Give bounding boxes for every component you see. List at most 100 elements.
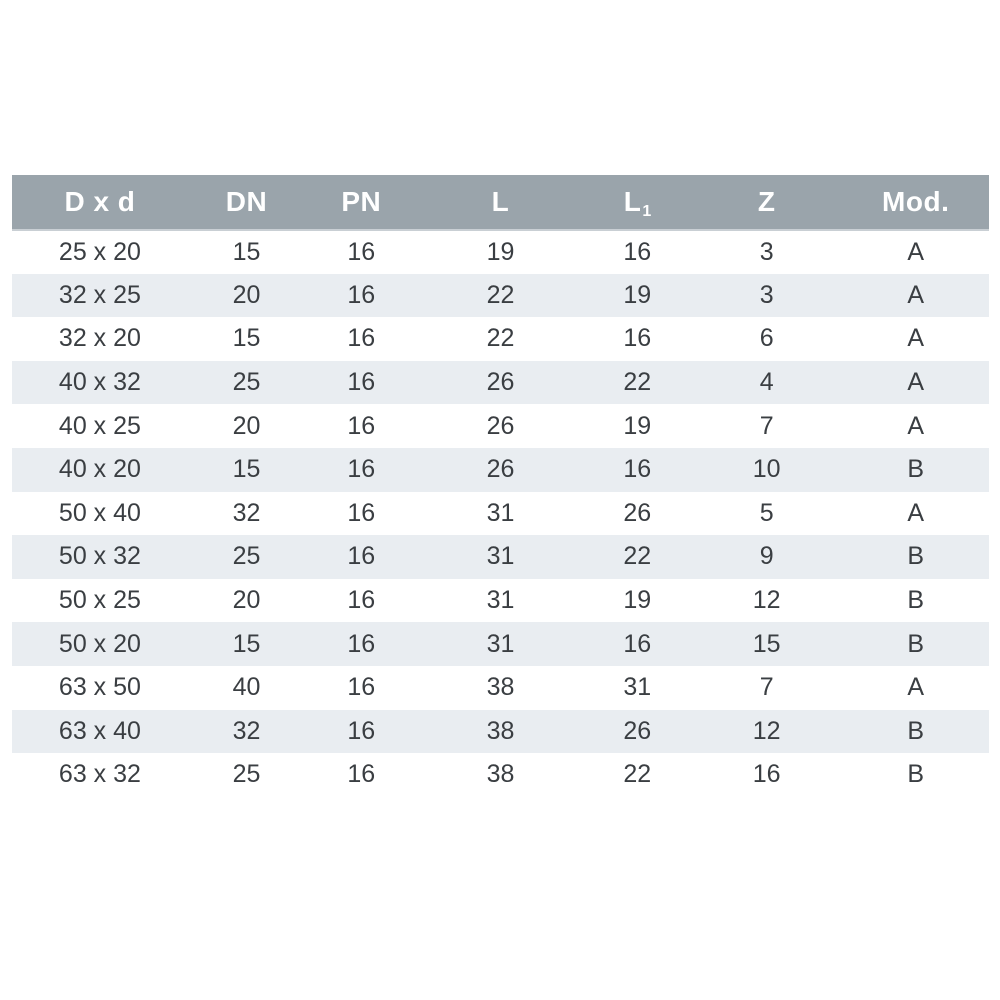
table-cell: A [842,317,989,361]
column-header-label: Z [757,186,776,217]
table-cell: B [842,709,989,754]
table-cell: 22 [417,317,584,361]
table-cell: B [842,578,989,623]
column-header-label: L [491,186,510,217]
table-cell: 20 [187,273,306,318]
table-cell: B [842,622,989,666]
table-row: 50 x 32 25 16 31 22 9 B [12,535,989,579]
column-header-label: L [623,186,642,217]
table-cell: 31 [417,578,584,623]
table-cell: 25 [187,360,306,405]
table-row: 40 x 20 15 16 26 16 10 B [12,447,989,492]
table-cell: A [842,273,989,318]
table-cell: 20 [187,578,306,623]
dimension-spec-table: D x d DN PN L L1 Z Mod. 25 x 20 15 16 19 16 3 A 32 x … [12,175,989,797]
column-header-mod: Mod. [842,175,989,231]
table-cell: 50 x 40 [12,491,188,536]
table-cell: 63 x 50 [12,665,188,710]
table-cell: 32 [187,491,306,536]
table-cell: 12 [690,709,843,754]
spec-table-container: D x d DN PN L L1 Z Mod. 25 x 20 15 16 19 16 3 A 32 x … [12,175,989,797]
table-cell: 5 [690,491,843,536]
table-row: 63 x 50 40 16 38 31 7 A [12,665,989,710]
table-cell: 16 [305,622,418,666]
column-header-pn: PN [305,175,418,231]
column-header-d-x-d: D x d [12,175,188,231]
table-cell: 4 [690,360,843,405]
table-cell: 31 [417,622,584,666]
table-cell: 15 [187,317,306,361]
table-cell: 31 [417,535,584,579]
table-cell: B [842,447,989,492]
table-cell: 26 [417,360,584,405]
table-cell: 22 [583,360,691,405]
table-cell: 16 [583,317,691,361]
column-header-l: L [417,175,584,231]
table-cell: 50 x 25 [12,578,188,623]
table-cell: 50 x 32 [12,535,188,579]
table-cell: 26 [417,404,584,448]
table-cell: 16 [305,317,418,361]
table-cell: 16 [305,753,418,797]
table-cell: 22 [583,535,691,579]
table-cell: 16 [583,230,691,274]
table-row: 63 x 40 32 16 38 26 12 B [12,709,989,754]
table-cell: 16 [690,753,843,797]
table-cell: 16 [305,404,418,448]
table-cell: 40 x 32 [12,360,188,405]
table-row: 50 x 20 15 16 31 16 15 B [12,622,989,666]
table-cell: 16 [305,447,418,492]
column-header-label: PN [341,186,382,217]
table-cell: 16 [305,578,418,623]
table-cell: 22 [583,753,691,797]
table-cell: 16 [305,709,418,754]
table-body: 25 x 20 15 16 19 16 3 A 32 x 25 20 16 22 19 3 A 32 x 2… [12,230,989,797]
table-cell: 63 x 32 [12,753,188,797]
table-cell: 19 [417,230,584,274]
table-row: 32 x 20 15 16 22 16 6 A [12,317,989,361]
table-cell: 16 [583,447,691,492]
table-cell: 16 [305,491,418,536]
table-row: 40 x 32 25 16 26 22 4 A [12,360,989,405]
table-cell: 16 [305,535,418,579]
table-cell: 38 [417,753,584,797]
column-header-label: Mod. [882,186,950,217]
table-cell: 19 [583,404,691,448]
table-cell: A [842,665,989,710]
table-cell: 32 [187,709,306,754]
table-cell: A [842,230,989,274]
table-cell: 26 [583,491,691,536]
table-row: 50 x 25 20 16 31 19 12 B [12,578,989,623]
table-cell: 40 x 20 [12,447,188,492]
table-cell: 15 [187,447,306,492]
table-cell: 9 [690,535,843,579]
column-header-subscript: 1 [642,203,652,220]
table-cell: 31 [583,665,691,710]
header-row: D x d DN PN L L1 Z Mod. [12,175,989,231]
table-cell: 26 [417,447,584,492]
column-header-label: D x d [64,186,136,217]
table-cell: 22 [417,273,584,318]
table-header-row: D x d DN PN L L1 Z Mod. [12,175,989,231]
table-cell: 16 [305,230,418,274]
table-cell: 50 x 20 [12,622,188,666]
table-cell: 6 [690,317,843,361]
column-header-label: DN [225,186,268,217]
table-row: 63 x 32 25 16 38 22 16 B [12,753,989,797]
table-cell: 10 [690,447,843,492]
table-row: 40 x 25 20 16 26 19 7 A [12,404,989,448]
table-cell: 26 [583,709,691,754]
table-cell: 12 [690,578,843,623]
table-cell: 16 [583,622,691,666]
table-cell: 7 [690,404,843,448]
table-cell: 63 x 40 [12,709,188,754]
table-cell: 25 [187,753,306,797]
column-header-l1: L1 [583,175,691,231]
table-cell: 15 [187,622,306,666]
table-cell: 25 [187,535,306,579]
table-cell: 32 x 25 [12,273,188,318]
table-cell: 15 [187,230,306,274]
column-header-z: Z [690,175,843,231]
table-cell: B [842,753,989,797]
